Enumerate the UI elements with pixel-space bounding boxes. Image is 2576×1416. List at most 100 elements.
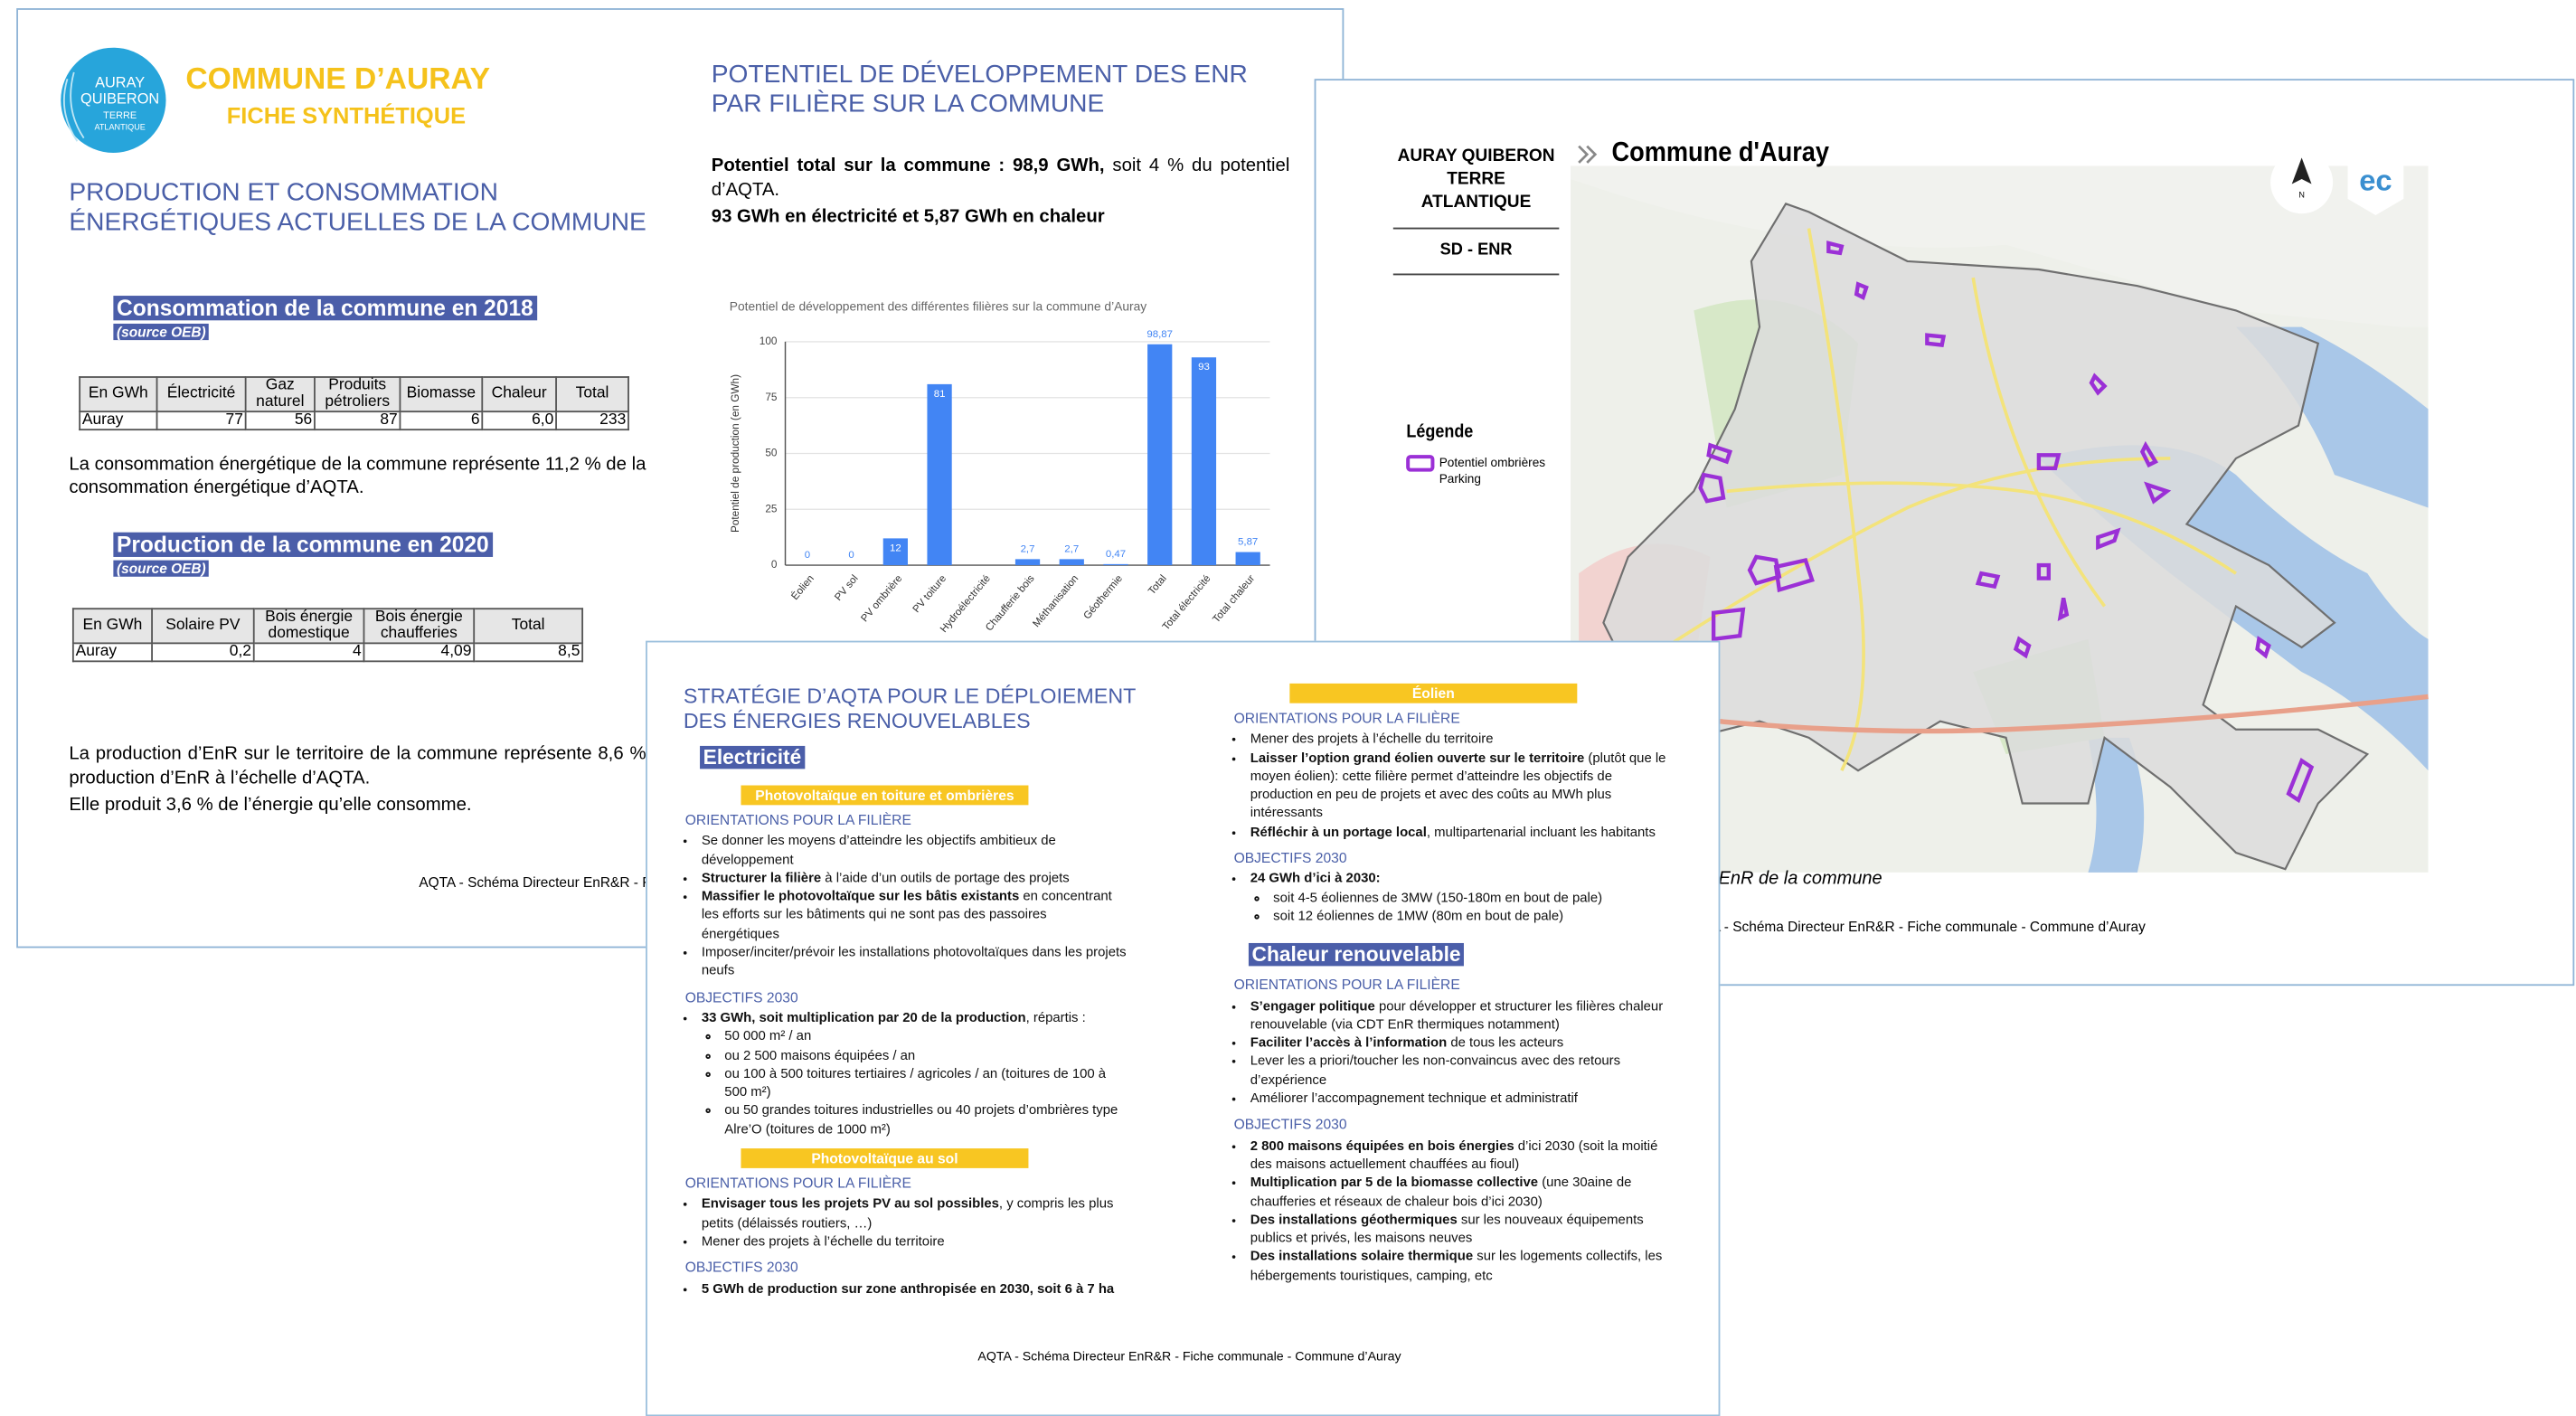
- caption: EnR de la commune: [1719, 869, 1882, 889]
- bullet-list: Se donner les moyens d’atteindre les obj…: [664, 832, 1127, 980]
- strategy-page: STRATÉGIE D’AQTA POUR LE DÉPLOIEMENT DES…: [646, 641, 1720, 1416]
- bold-text: 2 800 maisons équipées en bois énergies: [1250, 1138, 1514, 1153]
- y-tick-label: 25: [765, 502, 778, 514]
- bold-text: Des installations géothermiques: [1250, 1213, 1458, 1227]
- title-chevron: [1579, 146, 1595, 163]
- text: , répartis :: [1026, 1010, 1086, 1024]
- bullet: Améliorer l’accompagnement technique et …: [1250, 1090, 1676, 1109]
- subsection-label: OBJECTIFS 2030: [1234, 850, 1676, 869]
- parking-site: [2061, 598, 2067, 618]
- text: Mener des projets à l’échelle du territo…: [1250, 732, 1494, 746]
- org-line: ATLANTIQUE: [1382, 191, 1571, 213]
- bullet: Se donner les moyens d’atteindre les obj…: [702, 832, 1128, 869]
- bold-text: 24 GWh d’ici à 2030:: [1250, 872, 1381, 886]
- bar: [927, 384, 951, 565]
- text: Lever les a priori/toucher les non-conva…: [1250, 1054, 1620, 1088]
- north-label: N: [2298, 191, 2305, 200]
- bullet-list: 2 800 maisons équipées en bois énergies …: [1213, 1137, 1675, 1285]
- bullet: Des installations solaire thermique sur …: [1250, 1248, 1676, 1285]
- sub-bullet: ou 100 à 500 toitures tertiaires / agric…: [724, 1064, 1127, 1101]
- bold-text: Structurer la filière: [702, 871, 821, 885]
- bullet: 24 GWh d’ici à 2030: soit 4-5 éoliennes d…: [1250, 870, 1676, 926]
- bold-text: S’engager politique: [1250, 998, 1375, 1013]
- right-column: Éolien ORIENTATIONS POUR LA FILIÈRE Mener …: [1213, 674, 1675, 1293]
- subsection-label: OBJECTIFS 2030: [685, 1259, 1128, 1278]
- subsection-banner: Éolien: [1289, 684, 1577, 703]
- y-axis-label: Potentiel de production (en GWh): [729, 374, 741, 533]
- text: Se donner les moyens d’atteindre les obj…: [702, 834, 1056, 867]
- footer: AQTA - Schéma Directeur EnR&R - Fiche co…: [1684, 919, 2145, 935]
- x-tick-label: Éolien: [789, 572, 816, 602]
- x-tick-label: Total: [1146, 573, 1169, 597]
- bar: [1147, 345, 1172, 565]
- text: Améliorer l’accompagnement technique et …: [1250, 1091, 1578, 1106]
- sub-list: 50 000 m² / anou 2 500 maisons équipées …: [702, 1027, 1128, 1138]
- bar: [1192, 357, 1216, 565]
- sub-bullet: ou 2 500 maisons équipées / an: [724, 1046, 1127, 1065]
- value-label: 5,87: [1238, 537, 1258, 548]
- section-heading: Chaleur renouvelable: [1249, 943, 1464, 966]
- x-tick-label: Total chaleur: [1211, 573, 1257, 626]
- subsection-banner: Photovoltaïque au sol: [741, 1148, 1028, 1168]
- y-tick-label: 0: [771, 558, 778, 571]
- bold-text: Des installations solaire thermique: [1250, 1250, 1473, 1264]
- bullet: 5 GWh de production sur zone anthropisée…: [702, 1279, 1128, 1298]
- bold-text: Multiplication par 5 de la biomasse coll…: [1250, 1175, 1538, 1190]
- text: Imposer/inciter/prévoir les installation…: [702, 945, 1127, 978]
- subsection-label: ORIENTATIONS POUR LA FILIÈRE: [1234, 710, 1676, 729]
- code: SD - ENR: [1382, 241, 1571, 260]
- value-label: 2,7: [1064, 543, 1079, 554]
- text: Mener des projets à l’échelle du territo…: [702, 1233, 945, 1248]
- bullet: Mener des projets à l’échelle du territo…: [1250, 730, 1676, 749]
- sub-bullet: 50 000 m² / an: [724, 1027, 1127, 1046]
- y-tick-label: 100: [760, 335, 778, 347]
- bar: [1103, 564, 1128, 565]
- bullet-list: Mener des projets à l’échelle du territo…: [1213, 730, 1675, 841]
- bullet-list: 33 GWh, soit multiplication par 20 de la…: [664, 1009, 1127, 1139]
- subsection-label: OBJECTIFS 2030: [685, 988, 1128, 1007]
- text: à l’aide d’un outils de portage des proj…: [825, 871, 1069, 885]
- org-line: TERRE: [1382, 167, 1571, 190]
- bullet: Multiplication par 5 de la biomasse coll…: [1250, 1174, 1676, 1211]
- bullet: Réfléchir à un portage local, multiparte…: [1250, 823, 1676, 842]
- bullet-list: 5 GWh de production sur zone anthropisée…: [664, 1279, 1127, 1298]
- y-tick-label: 50: [765, 447, 778, 459]
- x-tick-label: Total électricité: [1161, 573, 1213, 633]
- x-tick-label: PV ombrière: [859, 573, 904, 624]
- footer: AQTA - Schéma Directeur EnR&R - Fiche co…: [647, 1349, 1721, 1364]
- bullet: Laisser l’option grand éolien ouverte su…: [1250, 749, 1676, 823]
- y-tick-label: 75: [765, 391, 778, 403]
- org-name: AURAY QUIBERON TERRE ATLANTIQUE: [1382, 145, 1571, 213]
- text: de tous les acteurs: [1450, 1035, 1563, 1050]
- value-label: 0,47: [1106, 549, 1126, 560]
- bullet: Massifier le photovoltaïque sur les bâti…: [702, 888, 1128, 944]
- bullet: 2 800 maisons équipées en bois énergies …: [1250, 1137, 1676, 1174]
- bold-text: 5 GWh de production sur zone anthropisée…: [702, 1280, 1114, 1295]
- brand: ec: [2359, 163, 2392, 196]
- sub-bullet: soit 4-5 éoliennes de 3MW (150-180m en b…: [1273, 888, 1675, 907]
- bullet: S’engager politique pour développer et s…: [1250, 996, 1676, 1034]
- value-label: 81: [934, 389, 946, 400]
- bullet-list: 24 GWh d’ici à 2030: soit 4-5 éoliennes d…: [1213, 870, 1675, 926]
- bullet: Envisager tous les projets PV au sol pos…: [702, 1195, 1128, 1232]
- bullet: Structurer la filière à l’aide d’un outi…: [702, 869, 1128, 888]
- bullet: 33 GWh, soit multiplication par 20 de la…: [702, 1009, 1128, 1139]
- x-tick-label: Géothermie: [1081, 573, 1125, 621]
- sub-bullet: ou 50 grandes toitures industrielles ou …: [724, 1101, 1127, 1138]
- section-heading: Electricité: [700, 746, 805, 769]
- bullet: Imposer/inciter/prévoir les installation…: [702, 943, 1128, 980]
- bullet-list: Envisager tous les projets PV au sol pos…: [664, 1195, 1127, 1251]
- bold-text: Massifier le photovoltaïque sur les bâti…: [702, 889, 1019, 903]
- bold-text: Laisser l’option grand éolien ouverte su…: [1250, 750, 1585, 765]
- subsection-label: OBJECTIFS 2030: [1234, 1116, 1676, 1135]
- sub-list: soit 4-5 éoliennes de 3MW (150-180m en b…: [1250, 888, 1676, 925]
- map-title: Commune d'Auray: [1611, 137, 1829, 169]
- x-tick-label: PV toiture: [911, 573, 948, 615]
- value-label: 0: [805, 550, 810, 561]
- org-line: AURAY QUIBERON: [1382, 145, 1571, 167]
- x-tick-label: PV sol: [833, 573, 860, 603]
- value-label: 12: [890, 543, 901, 553]
- x-tick-label: Méthanisation: [1031, 573, 1080, 629]
- legend-item: Potentiel ombrières Parking: [1439, 455, 1558, 487]
